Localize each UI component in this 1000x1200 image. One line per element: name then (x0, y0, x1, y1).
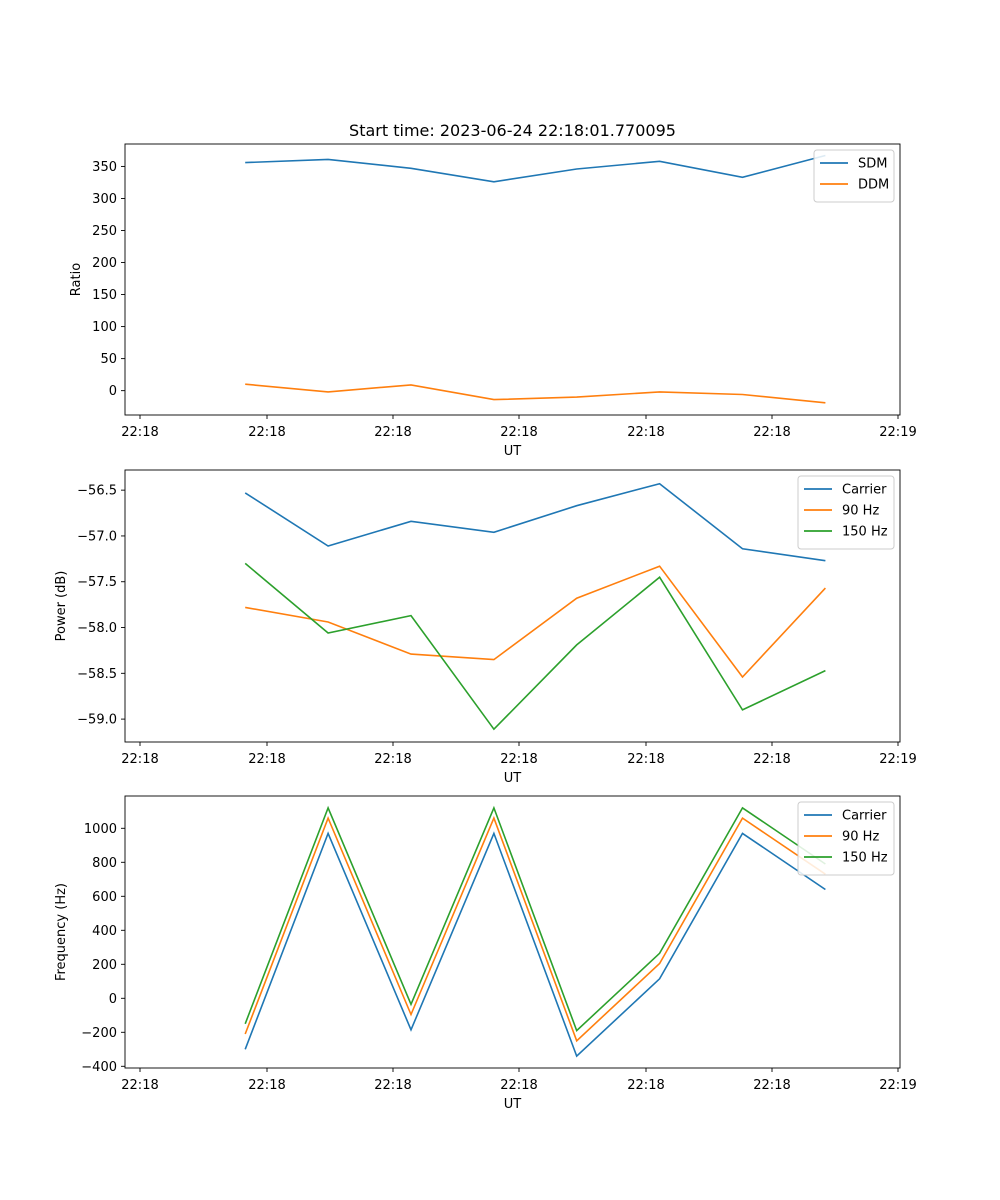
x-tick-label: 22:19 (879, 752, 916, 767)
y-tick-label: 350 (92, 160, 117, 175)
y-axis-label: Power (dB) (54, 571, 69, 642)
legend: Carrier 90 Hz 150 Hz (797, 475, 895, 550)
legend-label: DDM (858, 178, 889, 193)
x-tick-label: 22:18 (248, 752, 285, 767)
y-tick-label: −58.0 (77, 621, 117, 636)
legend-label: Carrier (842, 483, 887, 498)
y-tick-label: 800 (92, 856, 117, 871)
y-tick-label: −57.0 (77, 529, 117, 544)
y-tick-label: 300 (92, 192, 117, 207)
chart-panels: 22:18 22:18 22:18 22:18 22:18 22:18 22:19 0 50 10… (54, 143, 917, 1112)
x-tick-label: 22:18 (627, 425, 664, 440)
chart-panel-1: 22:18 22:18 22:18 22:18 22:18 22:18 22:19 0 50 10… (69, 143, 917, 459)
x-tick-label: 22:19 (879, 1078, 916, 1093)
legend-label: 150 Hz (842, 851, 888, 866)
axes-frame (124, 795, 901, 1069)
series-line-150-hz (244, 805, 826, 1033)
y-tick-label: 150 (92, 288, 117, 303)
y-tick-label: 200 (92, 256, 117, 271)
y-tick-label: 600 (92, 890, 117, 905)
series-line-150-hz (244, 562, 826, 731)
y-tick-label: 0 (109, 384, 117, 399)
x-axis-label: UT (504, 444, 522, 459)
chart-title: Start time: 2023-06-24 22:18:01.770095 (349, 121, 676, 140)
legend-label: SDM (858, 157, 887, 172)
series-line-carrier (244, 831, 826, 1058)
y-tick-label: 250 (92, 224, 117, 239)
x-tick-label: 22:19 (879, 425, 916, 440)
y-tick-label: 400 (92, 924, 117, 939)
legend: Carrier 90 Hz 150 Hz (797, 801, 895, 876)
x-tick-label: 22:18 (753, 425, 790, 440)
y-tick-label: −58.5 (77, 667, 117, 682)
y-tick-label: −400 (81, 1060, 117, 1075)
legend-label: 150 Hz (842, 525, 888, 540)
legend: SDM DDM (813, 149, 895, 203)
x-tick-label: 22:18 (374, 425, 411, 440)
y-tick-label: −57.5 (77, 575, 117, 590)
x-tick-label: 22:18 (753, 1078, 790, 1093)
x-axis-label: UT (504, 771, 522, 786)
x-tick-label: 22:18 (500, 752, 537, 767)
x-tick-label: 22:18 (121, 752, 158, 767)
y-tick-label: 200 (92, 958, 117, 973)
y-tick-label: 50 (100, 352, 117, 367)
x-tick-label: 22:18 (248, 1078, 285, 1093)
y-tick-label: −56.5 (77, 484, 117, 499)
x-tick-label: 22:18 (248, 425, 285, 440)
legend-label: 90 Hz (842, 830, 879, 845)
legend-label: Carrier (842, 809, 887, 824)
x-tick-label: 22:18 (121, 1078, 158, 1093)
x-tick-label: 22:18 (374, 752, 411, 767)
x-tick-label: 22:18 (374, 1078, 411, 1093)
series-line-carrier (244, 482, 826, 562)
y-tick-label: 1000 (84, 822, 117, 837)
x-tick-label: 22:18 (627, 1078, 664, 1093)
x-axis-label: UT (504, 1097, 522, 1112)
series-line-90-hz (245, 565, 826, 679)
y-tick-label: 0 (109, 992, 117, 1007)
y-axis-label: Frequency (Hz) (54, 883, 69, 981)
y-tick-label: −200 (81, 1026, 117, 1041)
y-tick-label: 100 (92, 320, 117, 335)
x-tick-label: 22:18 (627, 752, 664, 767)
x-tick-label: 22:18 (753, 752, 790, 767)
series-line-90-hz (244, 815, 826, 1043)
series-line-sdm (245, 154, 826, 183)
chart-panel-2: 22:18 22:18 22:18 22:18 22:18 22:18 22:19 −56.5… (54, 469, 917, 786)
y-tick-label: −59.0 (77, 713, 117, 728)
x-tick-label: 22:18 (500, 1078, 537, 1093)
x-tick-label: 22:18 (500, 425, 537, 440)
series-line-ddm (245, 383, 826, 404)
chart-panel-3: 22:18 22:18 22:18 22:18 22:18 22:18 22:19 −400 −… (54, 795, 917, 1112)
axes-frame (124, 143, 901, 416)
x-tick-label: 22:18 (121, 425, 158, 440)
y-axis-label: Ratio (69, 263, 84, 296)
legend-label: 90 Hz (842, 504, 879, 519)
axes-frame (124, 469, 901, 743)
